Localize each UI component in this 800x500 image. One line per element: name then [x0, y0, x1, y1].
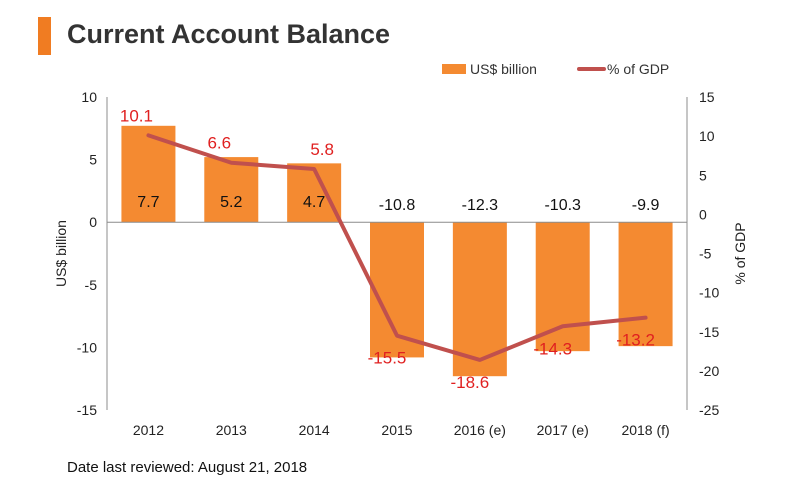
- gdp-line: [146, 133, 648, 362]
- x-tick-label: 2018 (f): [621, 422, 669, 438]
- y-tick-label: -15: [77, 402, 97, 418]
- x-tick-label: 2012: [133, 422, 164, 438]
- line-value-label: -15.5: [368, 349, 407, 368]
- bar-value-label: -10.3: [544, 197, 581, 214]
- x-tick-label: 2015: [381, 422, 412, 438]
- bar-value-label: 5.2: [220, 194, 242, 211]
- bar-value-label: 7.7: [137, 194, 159, 211]
- y2-tick-label: -10: [699, 285, 719, 301]
- line-value-label: 5.8: [310, 140, 334, 159]
- bar-value-label: -10.8: [379, 197, 416, 214]
- legend-swatch-bar: [442, 64, 466, 74]
- bar-value-label: -9.9: [632, 197, 660, 214]
- y-tick-label: 0: [89, 214, 97, 230]
- x-tick-label: 2014: [299, 422, 330, 438]
- y-axis-label: US$ billion: [53, 220, 69, 287]
- y2-tick-label: -20: [699, 363, 719, 379]
- line-value-label: 6.6: [207, 134, 231, 153]
- line-value-label: -14.3: [533, 339, 572, 358]
- y2-axis-label: % of GDP: [732, 222, 748, 284]
- bar-value-label: 4.7: [303, 194, 325, 211]
- y2-tick-label: -25: [699, 402, 719, 418]
- legend-label-bar: US$ billion: [470, 61, 537, 77]
- legend-label-line: % of GDP: [607, 61, 669, 77]
- x-tick-label: 2017 (e): [537, 422, 589, 438]
- y-tick-label: -10: [77, 339, 97, 355]
- y2-tick-label: 0: [699, 206, 707, 222]
- y2-tick-label: 15: [699, 89, 715, 105]
- y-tick-label: -5: [85, 277, 98, 293]
- bar: [204, 157, 259, 223]
- bar-value-label: -12.3: [462, 197, 499, 214]
- y-tick-label: 10: [81, 89, 97, 105]
- bar: [618, 222, 673, 347]
- chart-title: Current Account Balance: [67, 19, 391, 49]
- line-value-label: 10.1: [120, 106, 153, 125]
- bar: [535, 222, 590, 352]
- y2-tick-label: 5: [699, 167, 707, 183]
- x-tick-label: 2013: [216, 422, 247, 438]
- y-tick-label: 5: [89, 152, 97, 168]
- y2-tick-label: -5: [699, 246, 712, 262]
- y2-tick-label: -15: [699, 324, 719, 340]
- y2-tick-label: 10: [699, 128, 715, 144]
- line-value-label: -13.2: [616, 331, 655, 350]
- footer-date-reviewed: Date last reviewed: August 21, 2018: [67, 459, 308, 476]
- x-tick-label: 2016 (e): [454, 422, 506, 438]
- line-value-label: -18.6: [450, 373, 489, 392]
- title-accent-bar: [38, 17, 51, 55]
